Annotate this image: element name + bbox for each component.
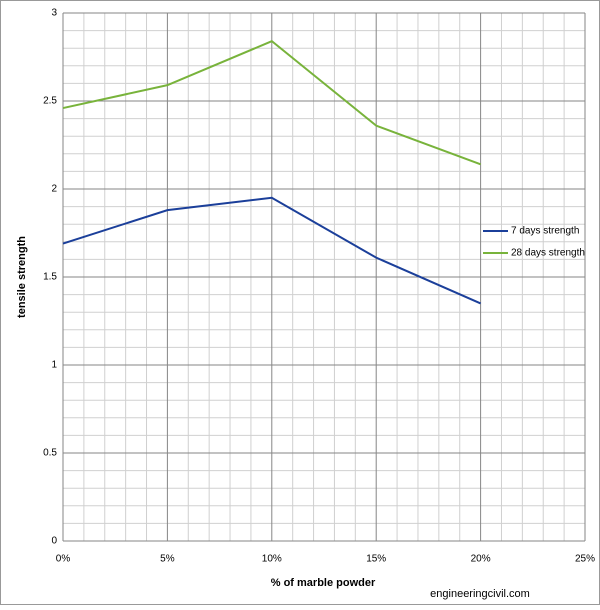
y-tick-label: 0.5: [43, 448, 57, 459]
legend-label: 28 days strength: [511, 248, 585, 259]
y-tick-label: 0: [51, 536, 57, 547]
y-axis-label: tensile strength: [16, 236, 28, 318]
y-tick-label: 1.5: [43, 272, 57, 283]
y-tick-label: 3: [51, 8, 57, 19]
x-tick-label: 15%: [366, 554, 386, 565]
x-tick-label: 25%: [575, 554, 595, 565]
y-tick-label: 2: [51, 184, 57, 195]
x-axis-label: % of marble powder: [271, 577, 376, 589]
y-tick-label: 2.5: [43, 96, 57, 107]
line-series: [62, 196, 482, 305]
watermark: engineeringcivil.com: [430, 588, 530, 600]
x-tick-label: 10%: [262, 554, 282, 565]
line-series: [62, 40, 481, 166]
legend-label: 7 days strength: [511, 226, 579, 237]
y-tick-label: 1: [51, 360, 57, 371]
x-tick-label: 20%: [471, 554, 491, 565]
x-tick-label: 5%: [160, 554, 175, 565]
x-tick-label: 0%: [56, 554, 71, 565]
